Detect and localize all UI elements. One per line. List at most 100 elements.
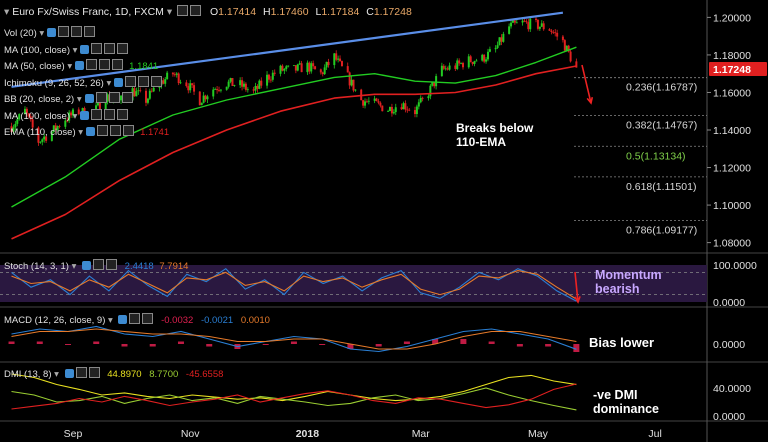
indicator-row[interactable]: MA (100, close) ▾ xyxy=(4,42,129,56)
indicator-label[interactable]: MA (100, close) xyxy=(4,44,70,56)
settings-icon[interactable] xyxy=(97,125,109,136)
close-icon[interactable] xyxy=(88,367,100,378)
settings-icon[interactable] xyxy=(93,259,105,270)
close-icon[interactable] xyxy=(117,108,129,120)
eye-icon[interactable] xyxy=(118,315,128,324)
chevron-down-icon[interactable]: ▾ xyxy=(64,61,73,72)
macd-hist-bar xyxy=(545,344,552,347)
candle-body xyxy=(473,61,476,64)
candle-body xyxy=(135,91,138,97)
eye-icon[interactable] xyxy=(75,61,85,70)
settings-icon[interactable] xyxy=(129,313,141,324)
stoch-k-value: 2.4418 xyxy=(124,261,154,272)
candle-body xyxy=(229,78,232,82)
close-icon[interactable] xyxy=(190,5,202,16)
macd-hist-bar xyxy=(375,344,382,347)
chevron-down-icon[interactable]: ▾ xyxy=(70,44,78,56)
dmi-label[interactable]: DMI (13, 8) xyxy=(4,369,52,380)
settings-icon[interactable] xyxy=(108,92,120,103)
settings-icon[interactable] xyxy=(71,26,83,37)
y-tick-label: 1.14000 xyxy=(713,125,751,137)
stoch-arrow-shaft xyxy=(574,271,579,303)
indicator-label[interactable]: MA (100, close) xyxy=(4,110,70,122)
eye-icon[interactable] xyxy=(86,127,96,136)
symbol-title[interactable]: Euro Fx/Swiss Franc, 1D, FXCM xyxy=(12,6,164,18)
indicator-label[interactable]: MA (50, close) xyxy=(4,61,65,72)
settings-icon[interactable] xyxy=(91,108,103,120)
close-icon[interactable] xyxy=(123,125,135,136)
chevron-down-icon[interactable]: ▾ xyxy=(103,77,112,89)
candle-body xyxy=(350,79,353,86)
close-icon[interactable] xyxy=(151,75,163,87)
indicator-row[interactable]: BB (20, close, 2) ▾ xyxy=(4,92,133,105)
candle-body xyxy=(454,65,457,69)
settings-icon[interactable] xyxy=(138,75,150,87)
settings-icon[interactable] xyxy=(95,92,107,103)
settings-icon[interactable] xyxy=(86,59,98,70)
macd-line xyxy=(11,328,577,350)
candle-body xyxy=(242,83,245,87)
indicator-row[interactable]: EMA (110, close) ▾ 1.1741 xyxy=(4,125,169,138)
candle-body xyxy=(415,106,418,115)
candle-body xyxy=(486,51,489,60)
settings-icon[interactable] xyxy=(110,125,122,136)
candle-body xyxy=(68,112,71,121)
dmi-note: -ve DMI dominance xyxy=(593,388,659,416)
indicator-label[interactable]: EMA (110, close) xyxy=(4,127,76,138)
close-icon[interactable] xyxy=(117,42,129,54)
close-icon[interactable] xyxy=(121,92,133,103)
candle-body xyxy=(98,102,101,110)
indicator-label[interactable]: Vol (20) xyxy=(4,28,37,39)
settings-icon[interactable] xyxy=(91,42,103,54)
macd-label[interactable]: MACD (12, 26, close, 9) xyxy=(4,315,106,326)
note-line: 110-EMA xyxy=(456,135,507,149)
stoch-label[interactable]: Stoch (14, 3, 1) xyxy=(4,261,69,272)
settings-icon[interactable] xyxy=(99,59,111,70)
macd-hist-bar xyxy=(262,344,269,345)
indicator-row[interactable]: Ichimoku (9, 26, 52, 26) ▾ xyxy=(4,75,163,89)
chevron-down-icon[interactable]: ▾ xyxy=(36,28,45,39)
candle-body xyxy=(483,54,486,62)
candle-body xyxy=(204,95,207,100)
chevron-down-icon[interactable]: ▾ xyxy=(75,127,84,138)
eye-icon[interactable] xyxy=(82,261,92,270)
eye-icon[interactable] xyxy=(64,369,74,378)
chevron-down-icon[interactable]: ▾ xyxy=(70,110,78,122)
eye-icon[interactable] xyxy=(80,44,90,54)
close-icon[interactable] xyxy=(106,259,118,270)
note-line: Momentum xyxy=(595,268,662,282)
close-icon[interactable] xyxy=(142,313,154,324)
candle-body xyxy=(310,63,313,72)
settings-icon[interactable] xyxy=(104,108,116,120)
candle-body xyxy=(427,96,430,99)
macd-hist-bar xyxy=(149,344,156,347)
candle-body xyxy=(298,63,301,65)
settings-icon[interactable] xyxy=(75,367,87,378)
indicator-label[interactable]: BB (20, close, 2) xyxy=(4,94,75,105)
eye-icon[interactable] xyxy=(47,28,57,37)
chevron-down-icon[interactable]: ▾ xyxy=(4,6,10,18)
eye-icon[interactable] xyxy=(80,110,90,120)
candle-body xyxy=(502,33,505,42)
chevron-down-icon[interactable]: ▾ xyxy=(166,6,173,18)
candle-body xyxy=(488,49,491,52)
indicator-row[interactable]: MA (50, close) ▾ 1.1841 xyxy=(4,59,158,72)
settings-icon[interactable] xyxy=(104,42,116,54)
chevron-down-icon[interactable]: ▾ xyxy=(54,369,59,380)
close-icon[interactable] xyxy=(84,26,96,37)
settings-icon[interactable] xyxy=(177,5,189,16)
eye-icon[interactable] xyxy=(84,94,94,103)
indicator-row[interactable]: MA (100, close) ▾ xyxy=(4,108,129,122)
candle-body xyxy=(323,67,326,75)
settings-icon[interactable] xyxy=(125,75,137,87)
chevron-down-icon[interactable]: ▾ xyxy=(108,315,113,326)
indicator-label[interactable]: Ichimoku (9, 26, 52, 26) xyxy=(4,77,104,89)
eye-icon[interactable] xyxy=(114,77,124,87)
close-icon[interactable] xyxy=(112,59,124,70)
indicator-row[interactable]: Vol (20) ▾ xyxy=(4,26,96,39)
chevron-down-icon[interactable]: ▾ xyxy=(71,261,77,272)
candle-body xyxy=(392,112,395,114)
settings-icon[interactable] xyxy=(58,26,70,37)
chevron-down-icon[interactable]: ▾ xyxy=(74,94,82,105)
